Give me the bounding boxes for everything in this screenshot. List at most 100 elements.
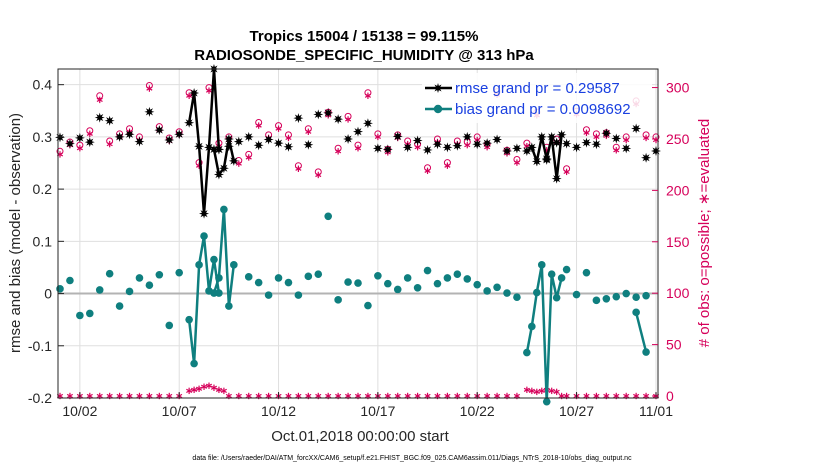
x-tick-label: 10/07 [162, 403, 197, 419]
bias-point [582, 268, 591, 277]
legend: rmse grand pr = 0.29587 bias grand pr = … [422, 73, 652, 123]
legend-bias-marker [433, 104, 443, 114]
y-tick-label: 0.4 [33, 77, 53, 93]
rmse-point [144, 106, 155, 117]
y-right-tick-label: 150 [666, 234, 690, 250]
bias-point [642, 348, 650, 356]
rmse-point [233, 136, 244, 147]
y-right-tick-label: 200 [666, 182, 690, 198]
rmse-point [213, 169, 224, 180]
y-tick-label: 0.3 [33, 129, 53, 145]
rmse-point [124, 129, 135, 140]
y-axis-right: 0 50 100 150 200 250 300 [652, 80, 690, 404]
rmse-point [511, 143, 522, 154]
bias-point [135, 274, 144, 282]
x-tick-label: 11/01 [639, 403, 673, 419]
rmse-point [84, 137, 95, 148]
rmse-point [571, 142, 582, 153]
x-axis: 10/02 10/07 10/12 10/17 10/22 10/27 11/01 [62, 392, 673, 419]
bias-point [542, 397, 551, 406]
obs-evaluated-point [210, 384, 218, 391]
obs-evaluated-point [533, 388, 540, 396]
obs-evaluated-point [464, 141, 471, 149]
obs-evaluated-point [235, 160, 242, 167]
rmse-point [546, 131, 557, 142]
bias-point [364, 301, 372, 310]
bias-point [195, 261, 203, 269]
rmse-point [313, 109, 324, 120]
bias-point [284, 278, 293, 287]
obs-evaluated-point [295, 165, 302, 172]
rmse-point [392, 131, 403, 142]
bias-point [230, 261, 238, 269]
bias-point [537, 261, 546, 269]
rmse-point [372, 143, 383, 154]
rmse-point [472, 139, 483, 150]
obs-evaluated-point [245, 154, 252, 161]
obs-evaluated-point [563, 168, 570, 176]
y-tick-label: 0.2 [33, 181, 53, 197]
bias-point [513, 293, 521, 302]
bias-point [115, 302, 124, 310]
obs-evaluated-point [285, 134, 292, 142]
obs-evaluated-point [255, 122, 262, 129]
obs-evaluated-point [205, 87, 213, 94]
bias-point [632, 293, 640, 302]
rmse-point [482, 138, 493, 149]
rmse-point [228, 155, 239, 166]
bias-line [525, 264, 563, 402]
rmse-point [189, 88, 200, 99]
bias-point [433, 279, 442, 288]
y-axis-left: -0.2 -0.1 0 0.1 0.2 0.3 0.4 [28, 77, 64, 406]
obs-evaluated-point [354, 145, 362, 152]
bias-line [634, 312, 648, 353]
obs-evaluated-point [583, 129, 590, 136]
y-right-tick-label: 300 [666, 80, 690, 96]
y-right-tick-label: 250 [666, 131, 690, 147]
x-axis-label: Oct.01,2018 00:00:00 start [271, 428, 449, 445]
bias-point [528, 322, 536, 331]
obs-evaluated-point [424, 167, 431, 175]
rmse-point [134, 136, 145, 147]
bias-point [190, 359, 198, 368]
rmse-point [94, 112, 105, 123]
bias-point [533, 288, 541, 297]
rmse-point [402, 142, 413, 153]
bias-point [56, 285, 64, 293]
rmse-point [412, 135, 423, 146]
bias-point [125, 287, 134, 296]
bias-point [622, 289, 630, 298]
obs-evaluated-point [315, 171, 322, 179]
rmse-point [243, 131, 254, 142]
rmse-line [526, 134, 563, 179]
bias-point [175, 268, 183, 277]
x-tick-label: 10/12 [261, 403, 296, 419]
legend-rmse-label: rmse grand pr = 0.29587 [455, 80, 620, 97]
bias-point [557, 274, 566, 282]
bias-point [403, 274, 412, 282]
rmse-point [561, 138, 572, 149]
bias-point [210, 255, 218, 264]
x-tick-label: 10/27 [559, 403, 594, 419]
bias-point [523, 348, 531, 357]
obs-evaluated-point [538, 387, 545, 395]
chart-title: Tropics 15004 / 15138 = 99.115% [250, 28, 479, 45]
obs-evaluated-point [548, 387, 555, 395]
bias-point [185, 315, 193, 324]
legend-rmse-star [433, 83, 443, 93]
y-right-tick-label: 50 [666, 337, 682, 353]
rmse-point [631, 123, 642, 134]
obs-evaluated-point [195, 385, 203, 392]
x-tick-label: 10/02 [62, 403, 97, 419]
legend-rmse-marker [433, 83, 443, 93]
rmse-point [641, 152, 652, 163]
rmse-point [174, 129, 185, 140]
rmse-point [551, 137, 562, 148]
obs-evaluated-point [513, 159, 521, 166]
rmse-point [273, 138, 284, 149]
obs-evaluated-point [523, 386, 530, 394]
rmse-point [551, 173, 562, 184]
bias-point [215, 274, 223, 282]
